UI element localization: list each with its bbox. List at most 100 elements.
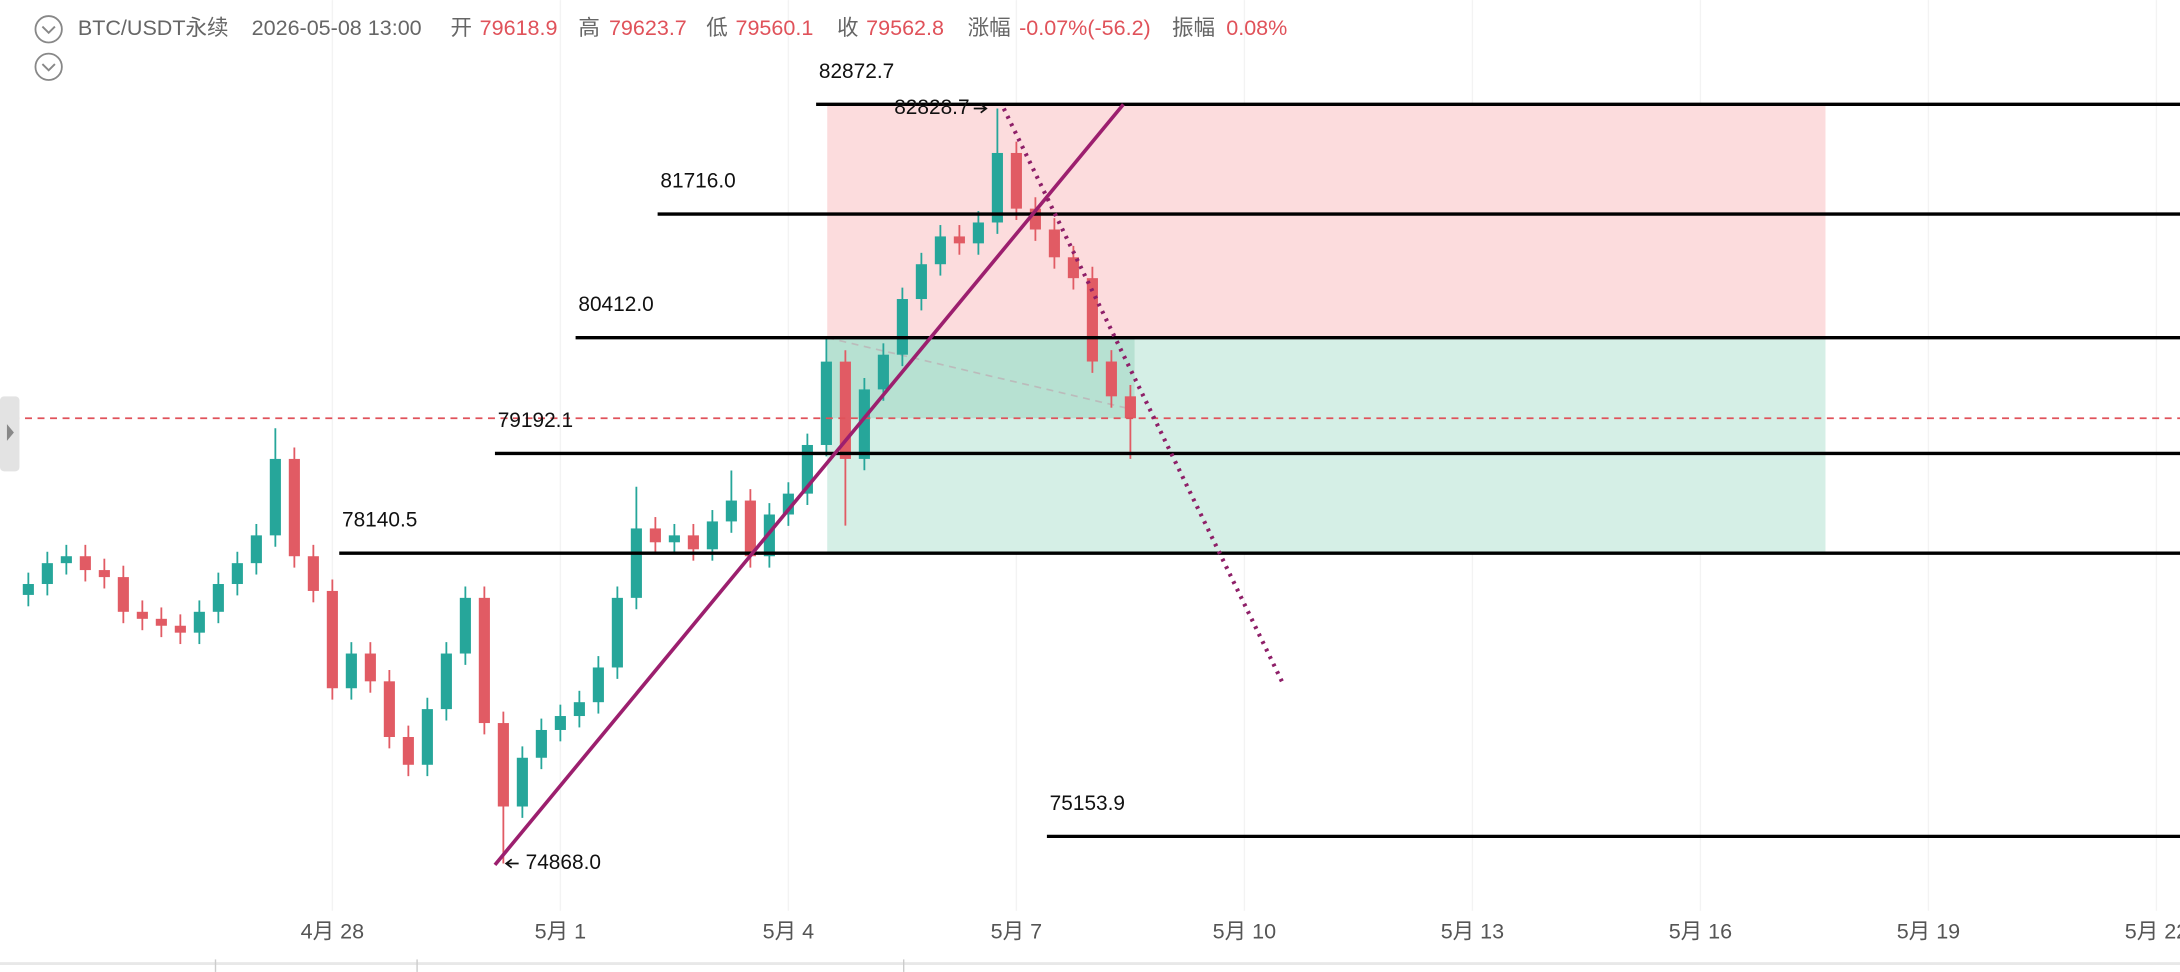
candle-body bbox=[364, 653, 376, 682]
annotations: 82828.7 74868.0 bbox=[504, 96, 988, 874]
candle-body bbox=[573, 702, 585, 717]
candle-body bbox=[839, 361, 851, 459]
level-label: 78140.5 bbox=[342, 509, 417, 532]
level-label: 80412.0 bbox=[578, 293, 653, 316]
candle-body bbox=[497, 723, 509, 807]
x-axis: 4月 28 5月 1 5月 4 5月 7 5月 10 5月 13 5月 16 5月 19 5月 … bbox=[301, 920, 2180, 944]
stop-zone bbox=[827, 104, 1826, 338]
level-label: 81716.0 bbox=[660, 170, 735, 193]
candle-body bbox=[269, 458, 281, 536]
position-zones bbox=[827, 104, 1826, 554]
candle-body bbox=[459, 597, 471, 654]
candle-body bbox=[877, 354, 889, 390]
candle-body bbox=[22, 584, 34, 595]
candle-body bbox=[801, 444, 813, 494]
x-tick-label: 5月 22 bbox=[2125, 920, 2180, 944]
x-tick-label: 5月 10 bbox=[1213, 920, 1276, 944]
x-tick-label: 5月 13 bbox=[1441, 920, 1504, 944]
candle-body bbox=[402, 736, 414, 765]
candle-body bbox=[649, 528, 661, 543]
candle-body bbox=[934, 236, 946, 265]
candle-body bbox=[155, 618, 167, 626]
info-value: -0.07%(-56.2) bbox=[1019, 16, 1151, 40]
candle-body bbox=[744, 500, 756, 557]
trend-line-dotted bbox=[1001, 107, 1284, 683]
x-tick-label: 4月 28 bbox=[301, 920, 364, 944]
candle-body bbox=[725, 500, 737, 522]
candle-body bbox=[687, 535, 699, 550]
candle-body bbox=[554, 716, 566, 730]
candle-body bbox=[858, 389, 870, 459]
x-tick-label: 5月 7 bbox=[991, 920, 1042, 944]
info-value: 79618.9 bbox=[480, 16, 558, 40]
info-value: 79560.1 bbox=[735, 16, 813, 40]
candle-body bbox=[231, 563, 243, 585]
candle-body bbox=[307, 556, 319, 591]
levels: 82872.7 81716.0 80412.0 79192.1 78140.5 75153… bbox=[0, 60, 2180, 839]
chevron bbox=[41, 63, 56, 72]
arrow bbox=[504, 858, 519, 869]
candle-body bbox=[117, 577, 129, 612]
candle-body bbox=[421, 709, 433, 765]
candle-body bbox=[250, 535, 262, 564]
x-tick-label: 5月 4 bbox=[763, 920, 814, 944]
candle-body bbox=[516, 757, 528, 807]
low-label: 74868.0 bbox=[526, 851, 601, 874]
candle-body bbox=[79, 556, 91, 571]
arrow bbox=[973, 103, 988, 114]
info-label: 收 bbox=[837, 16, 859, 40]
candle-body bbox=[383, 681, 395, 737]
info-label: 高 bbox=[578, 16, 600, 40]
candle-body bbox=[326, 590, 338, 689]
high-label: 82828.7 bbox=[894, 96, 969, 119]
info-value: 79562.8 bbox=[866, 16, 944, 40]
chevron bbox=[41, 25, 56, 35]
candle-body bbox=[41, 563, 53, 585]
level-label: 79192.1 bbox=[498, 409, 573, 432]
candle-body bbox=[535, 729, 547, 758]
candle-body bbox=[136, 611, 148, 619]
collapse-icon[interactable] bbox=[34, 15, 63, 44]
candle-body bbox=[1124, 396, 1136, 419]
level-label: 82872.7 bbox=[819, 60, 894, 83]
trend-line bbox=[493, 103, 1125, 867]
candle-body bbox=[288, 458, 300, 557]
info-label: 开 bbox=[450, 16, 472, 40]
candle-body bbox=[193, 611, 205, 633]
candle-body bbox=[1029, 208, 1041, 230]
ohlc-info: 开 79618.9 高 79623.7 低 79560.1 收 79562.8 涨幅 -0.07%… bbox=[450, 16, 1287, 40]
candle-body bbox=[896, 299, 908, 355]
candle-body bbox=[345, 653, 357, 689]
candle-body bbox=[782, 493, 794, 515]
candle-body bbox=[630, 528, 642, 598]
candle-body bbox=[98, 570, 110, 578]
candle-body bbox=[1048, 229, 1060, 258]
time: 2026-05-08 13:00 bbox=[252, 16, 422, 40]
candle-body bbox=[1086, 278, 1098, 362]
candle-body bbox=[478, 597, 490, 724]
x-tick-label: 5月 1 bbox=[535, 920, 586, 944]
info-label: 低 bbox=[706, 16, 728, 40]
side-tab-arrow bbox=[6, 424, 14, 441]
candle-body bbox=[174, 625, 186, 633]
info-value: 0.08% bbox=[1226, 16, 1287, 40]
candle-body bbox=[953, 236, 965, 244]
entry-to-price bbox=[827, 336, 1135, 411]
info-label: 涨幅 bbox=[968, 16, 1011, 40]
candle-body bbox=[706, 521, 718, 550]
info-value: 79623.7 bbox=[609, 16, 687, 40]
info-label: 振幅 bbox=[1172, 16, 1215, 40]
candle-body bbox=[60, 556, 72, 564]
candles bbox=[22, 108, 1136, 864]
candle-body bbox=[668, 535, 680, 543]
candle-body bbox=[1105, 361, 1117, 397]
symbol: BTC/USDT永续 bbox=[78, 16, 229, 40]
expand-icon[interactable] bbox=[34, 52, 63, 81]
candle-body bbox=[1067, 257, 1079, 279]
x-tick-label: 5月 19 bbox=[1897, 920, 1960, 944]
candle-body bbox=[440, 653, 452, 710]
candle-body bbox=[592, 667, 604, 703]
candle-body bbox=[1010, 152, 1022, 209]
